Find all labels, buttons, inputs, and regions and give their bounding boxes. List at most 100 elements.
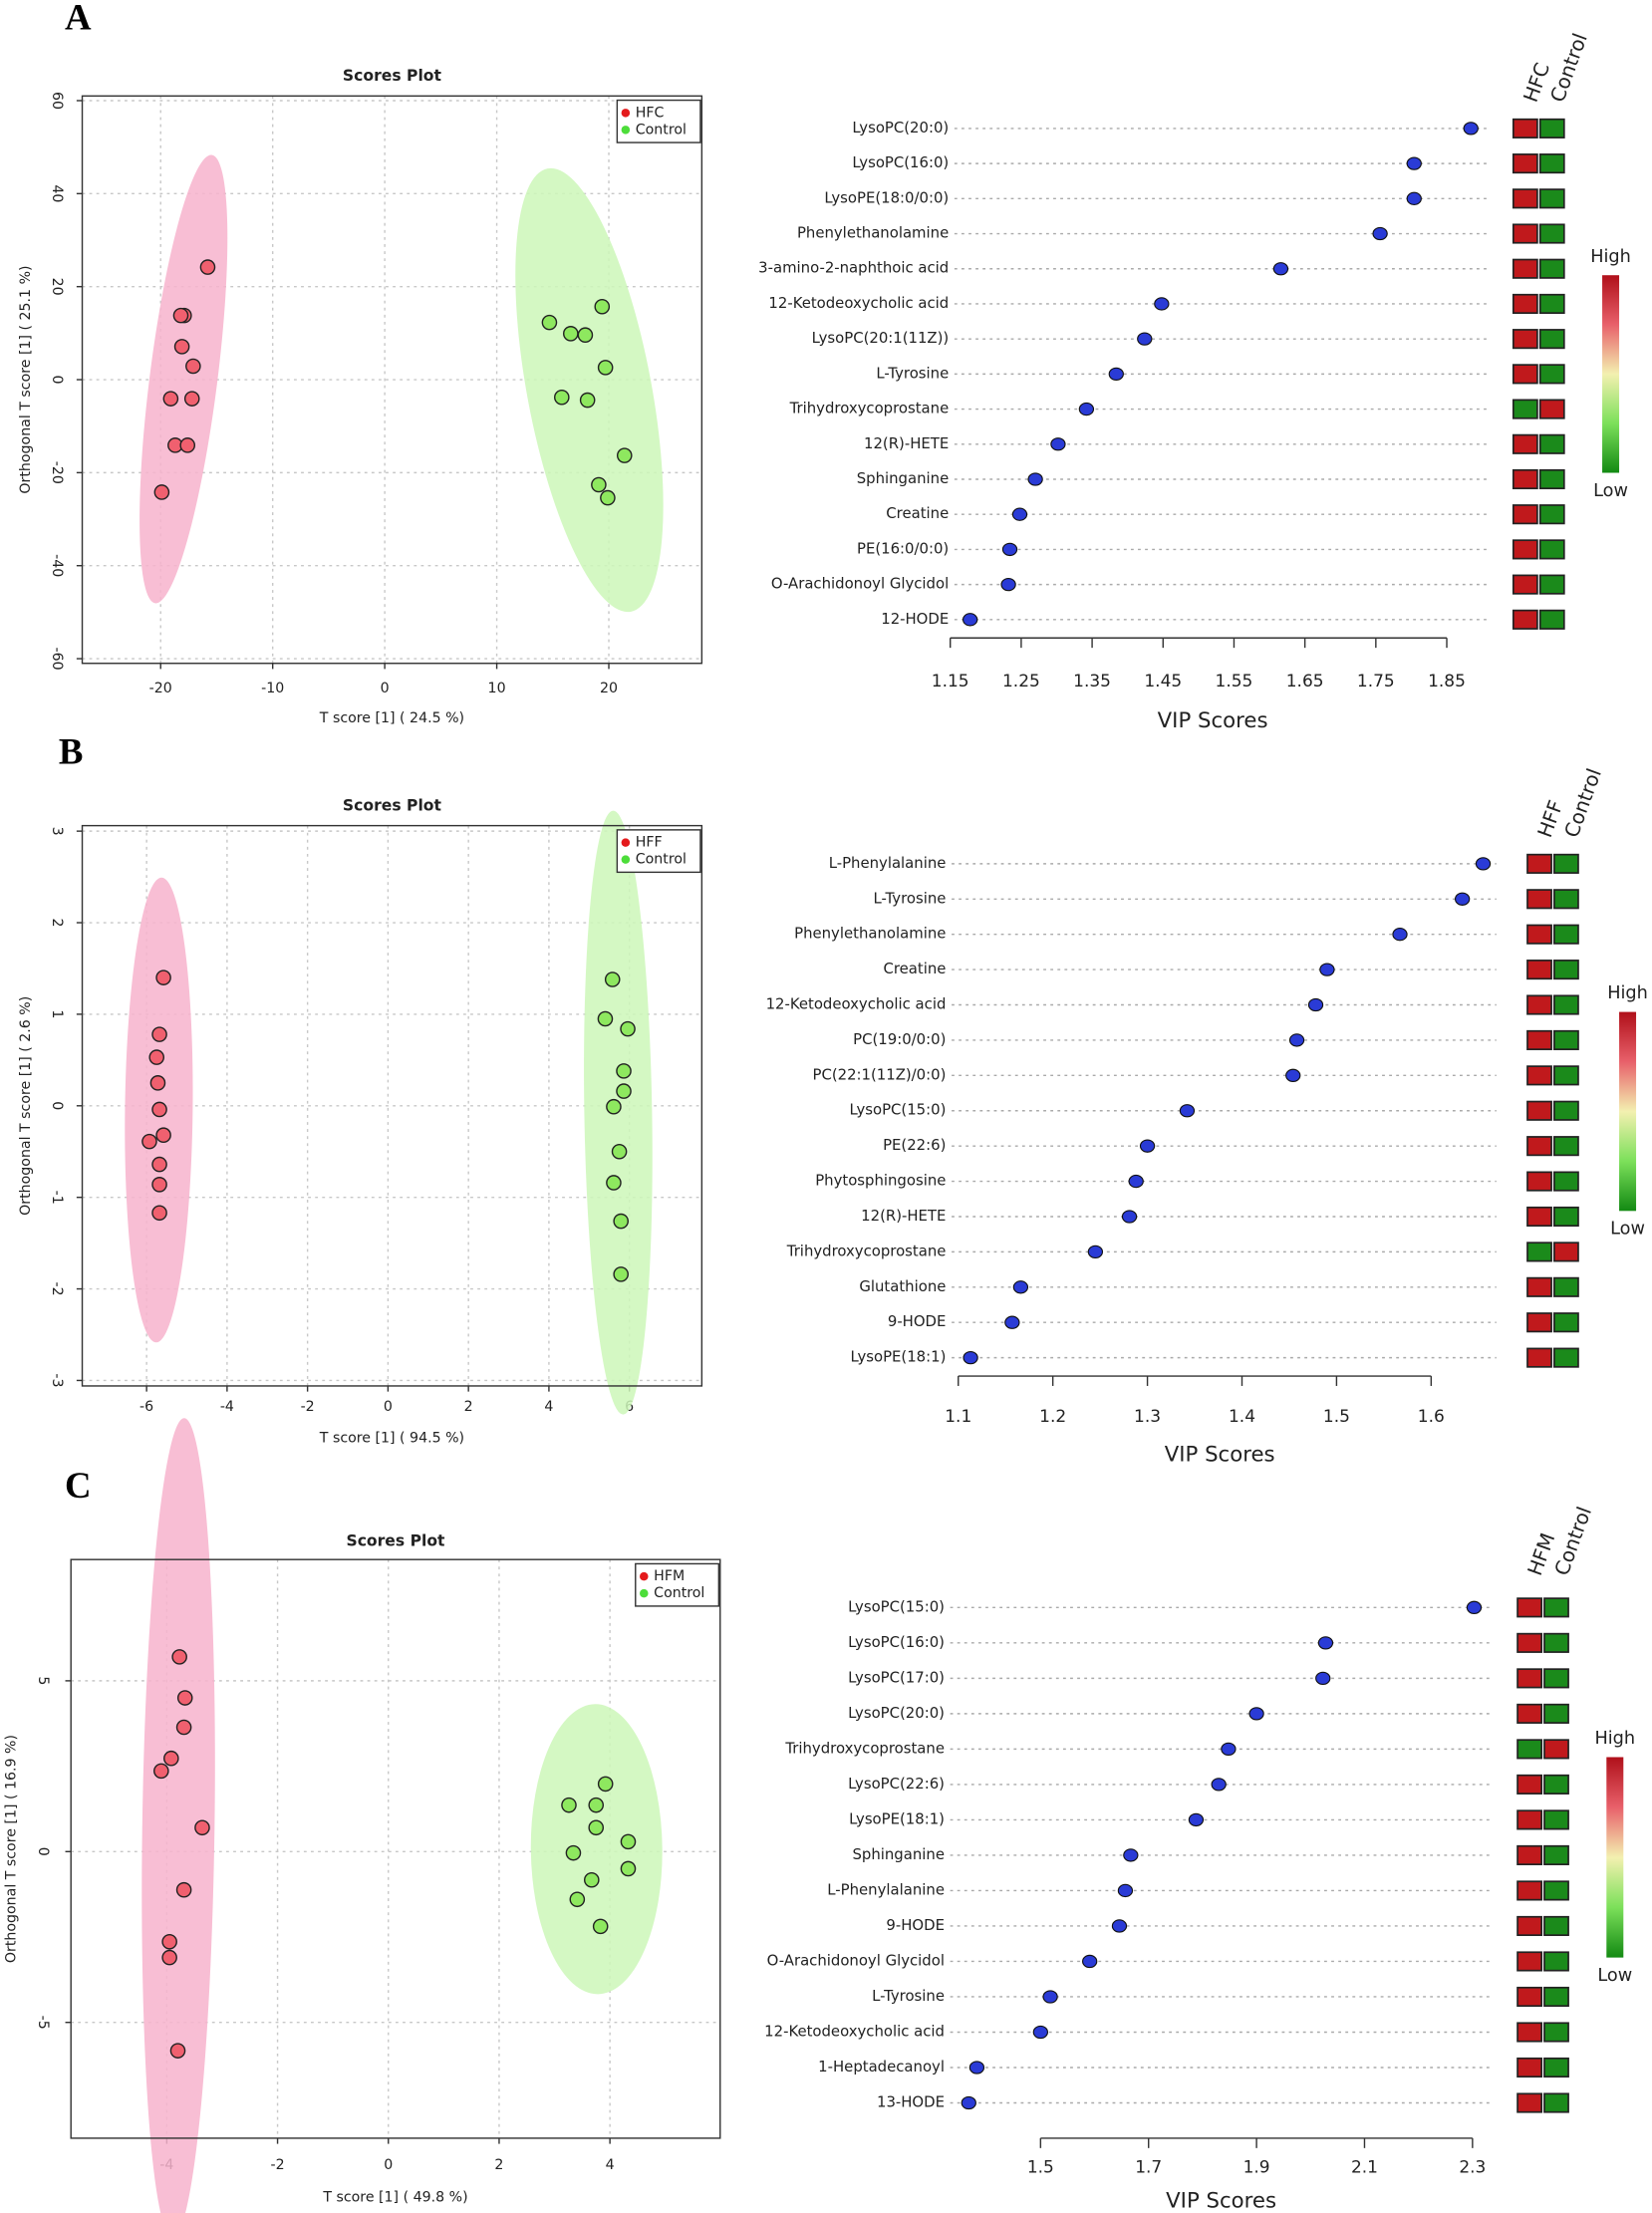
x-tick-label: 1.2 — [1039, 1407, 1066, 1427]
y-tick-label: 5 — [35, 1676, 51, 1685]
x-tick-label: 4 — [544, 1399, 553, 1415]
category-label: L-Phenylalanine — [827, 1880, 945, 1898]
category-label: 12(R)-HETE — [861, 1207, 946, 1225]
category-label: LysoPC(15:0) — [850, 1101, 947, 1119]
x-axis-label: VIP Scores — [1158, 708, 1268, 733]
point — [151, 1177, 167, 1193]
legend-box — [635, 1562, 720, 1607]
point — [620, 1860, 637, 1877]
heat-cell — [1516, 1951, 1542, 1972]
x-axis-label: T score [1] ( 24.5 %) — [319, 710, 464, 726]
point — [565, 1844, 582, 1861]
category-label: 12(R)-HETE — [864, 434, 949, 452]
heat-cell — [1512, 399, 1538, 419]
vip-dot — [1123, 1848, 1139, 1862]
heat-cell — [1553, 1206, 1579, 1228]
heat-cell — [1526, 1347, 1552, 1368]
point — [613, 1213, 629, 1230]
heat-cell — [1553, 853, 1579, 874]
y-tick-label: -3 — [49, 1373, 65, 1387]
heat-cell — [1516, 1668, 1542, 1689]
category-label: L-Tyrosine — [876, 364, 949, 382]
vip-dot — [1137, 332, 1153, 346]
x-tick-label: 0 — [381, 681, 390, 696]
chart-title: Scores Plot — [343, 67, 442, 85]
heat-cell — [1516, 1809, 1542, 1830]
x-tick-label: -20 — [149, 681, 172, 696]
point — [616, 447, 633, 463]
y-tick-label: -40 — [49, 554, 65, 577]
vip-dot — [1087, 1245, 1104, 1259]
y-tick-label: 1 — [49, 1009, 65, 1018]
vip-dot — [1000, 577, 1016, 592]
category-label: 9-HODE — [888, 1312, 947, 1330]
heat-cell — [1512, 293, 1538, 314]
x-tick-label: 1.65 — [1286, 672, 1324, 692]
vip-dot — [1001, 542, 1018, 557]
heat-cell — [1512, 504, 1538, 525]
y-tick-label: 20 — [49, 278, 65, 296]
heat-cell — [1553, 1171, 1579, 1192]
heat-cell — [1553, 924, 1579, 945]
vip-dot — [1248, 1707, 1264, 1721]
heat-cell — [1538, 574, 1565, 595]
heat-cell — [1512, 188, 1538, 209]
x-tick-label: 1.55 — [1216, 672, 1253, 692]
point — [613, 1266, 629, 1282]
vip-dot — [1011, 507, 1028, 521]
vip-dot — [1042, 1990, 1058, 2004]
vip-dot — [1179, 1104, 1196, 1118]
point — [161, 1934, 177, 1950]
vip-dot — [968, 2061, 985, 2075]
vip-dot — [1012, 1280, 1029, 1294]
point — [183, 391, 200, 407]
heat-cell — [1526, 960, 1552, 980]
legend-marker — [621, 838, 631, 847]
category-label: LysoPC(16:0) — [852, 153, 949, 171]
heat-cell — [1512, 329, 1538, 350]
category-label: 12-HODE — [881, 610, 949, 628]
heat-cell — [1538, 364, 1565, 385]
x-tick-label: -10 — [261, 681, 284, 696]
x-tick-label: 1.75 — [1357, 672, 1395, 692]
heat-cell — [1512, 223, 1538, 244]
x-tick-label: 0 — [384, 1399, 393, 1415]
x-tick-label: 1.25 — [1002, 672, 1040, 692]
point — [176, 1690, 193, 1706]
point — [194, 1819, 210, 1836]
heat-cell — [1526, 853, 1552, 874]
vip-dot — [1317, 1636, 1334, 1650]
heat-cell — [1516, 2022, 1542, 2043]
y-tick-label: 3 — [49, 827, 65, 836]
category-label: Phenylethanolamine — [797, 224, 949, 242]
x-axis-label: T score [1] ( 94.5 %) — [319, 1430, 464, 1446]
heat-cell — [1526, 1065, 1552, 1086]
confidence-ellipse — [515, 167, 664, 613]
y-tick-label: -60 — [49, 648, 65, 671]
category-label: LysoPC(16:0) — [848, 1633, 945, 1651]
heat-cell — [1538, 399, 1565, 419]
category-label: L-Phenylalanine — [829, 854, 947, 872]
category-label: LysoPC(22:6) — [848, 1775, 945, 1793]
heat-cell — [1538, 468, 1565, 490]
category-label: O-Arachidonoyl Glycidol — [771, 575, 949, 593]
point — [155, 969, 171, 985]
vip-dot — [1221, 1742, 1237, 1757]
point — [153, 484, 170, 500]
x-tick-label: 1.45 — [1144, 672, 1182, 692]
legend-marker — [621, 126, 631, 135]
point — [611, 1143, 628, 1160]
heat-cell — [1512, 574, 1538, 595]
panel-label: A — [65, 0, 92, 38]
legend-label: HFC — [636, 105, 665, 121]
heat-cell — [1516, 1774, 1542, 1795]
point — [569, 1891, 586, 1908]
legend-label: Control — [636, 122, 687, 138]
heat-cell — [1512, 539, 1538, 560]
heat-cell — [1538, 223, 1565, 244]
heat-cell — [1526, 994, 1552, 1015]
legend-label: Control — [636, 852, 687, 868]
point — [169, 2043, 186, 2059]
x-tick-label: 1.7 — [1135, 2158, 1162, 2178]
